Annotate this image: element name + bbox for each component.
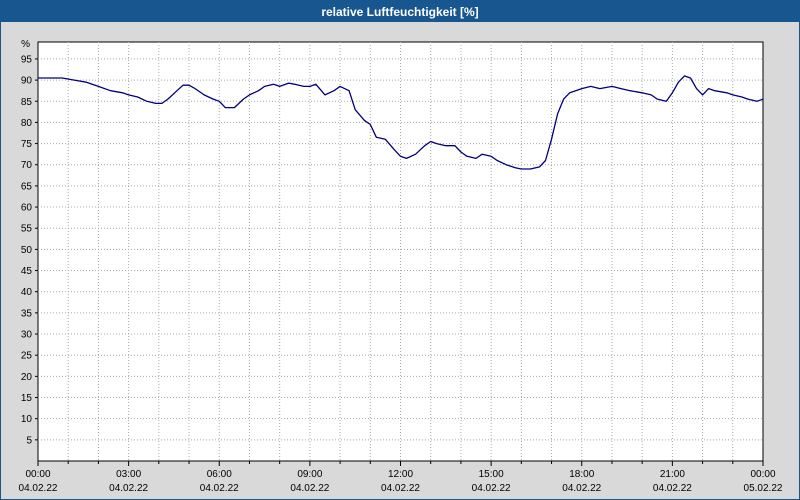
y-tick-label: 25 [21,351,33,362]
x-tick-time-label: 00:00 [25,469,50,480]
y-tick-label: 80 [21,118,33,129]
x-tick-time-label: 06:00 [207,469,232,480]
y-tick-label: 35 [21,308,33,319]
chart-area: 5 10 15 20 25 30 35 40 45 50 55 60 65 70 75 80 85 90 95% 00… [1,22,799,499]
x-tick-date-label: 04.02.22 [472,483,511,494]
x-tick-date-label: 04.02.22 [290,483,329,494]
y-tick-label: 45 [21,266,33,277]
x-tick-date-label: 05.02.22 [744,483,783,494]
y-tick-label: 60 [21,203,33,214]
x-tick-time-label: 15:00 [479,469,504,480]
y-axis-unit-label: % [21,39,30,50]
y-tick-label: 50 [21,245,33,256]
y-tick-label: 75 [21,139,33,150]
x-tick-date-label: 04.02.22 [19,483,58,494]
y-tick-label: 65 [21,181,33,192]
x-tick-time-label: 09:00 [297,469,322,480]
y-tick-label: 30 [21,330,33,341]
y-tick-label: 95 [21,54,33,65]
humidity-line-chart: 5 10 15 20 25 30 35 40 45 50 55 60 65 70 75 80 85 90 95% 00… [19,39,783,494]
y-tick-label: 15 [21,393,33,404]
y-tick-label: 20 [21,372,33,383]
y-tick-label: 90 [21,76,33,87]
y-tick-label: 40 [21,287,33,298]
page-title: relative Luftfeuchtigkeit [%] [321,4,479,19]
x-tick-time-label: 00:00 [750,469,775,480]
y-tick-label: 70 [21,160,33,171]
x-tick-date-label: 04.02.22 [200,483,239,494]
x-tick-date-label: 04.02.22 [381,483,420,494]
x-tick-time-label: 03:00 [116,469,141,480]
plot-background [37,41,764,462]
y-tick-label: 5 [26,435,32,446]
y-tick-label: 55 [21,224,33,235]
x-tick-date-label: 04.02.22 [653,483,692,494]
x-tick-date-label: 04.02.22 [562,483,601,494]
x-tick-time-label: 12:00 [388,469,413,480]
title-bar: relative Luftfeuchtigkeit [%] [1,1,799,22]
y-tick-label: 85 [21,97,33,108]
x-tick-time-label: 18:00 [569,469,594,480]
y-tick-label: 10 [21,414,33,425]
x-tick-time-label: 21:00 [660,469,685,480]
x-tick-date-label: 04.02.22 [109,483,148,494]
humidity-series-line [37,75,764,170]
